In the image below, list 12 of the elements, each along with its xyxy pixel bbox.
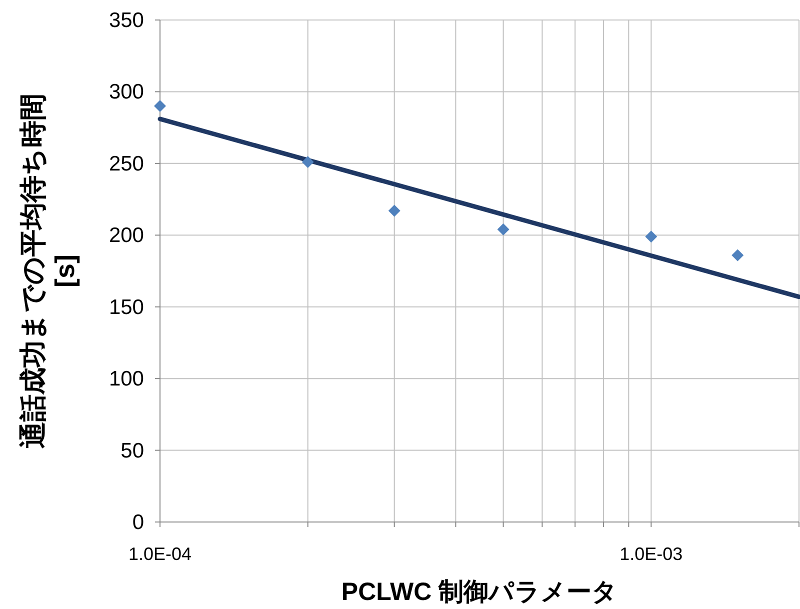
y-tick-label: 300 bbox=[108, 80, 144, 104]
y-tick-label: 350 bbox=[108, 9, 144, 32]
y-tick-label: 150 bbox=[108, 296, 144, 319]
y-tick-label: 250 bbox=[108, 152, 144, 176]
x-tick-label: 1.0E-04 bbox=[128, 544, 192, 564]
x-axis-title: PCLWC 制御パラメータ bbox=[341, 578, 618, 606]
x-tick-label: 1.0E-03 bbox=[620, 544, 683, 564]
y-axis-title: 通話成功までの平均待ち時間 [s] bbox=[18, 94, 80, 448]
y-tick-label: 50 bbox=[120, 439, 144, 462]
y-tick-label: 0 bbox=[132, 511, 144, 534]
y-tick-label: 200 bbox=[108, 224, 144, 248]
y-tick-label: 100 bbox=[108, 368, 144, 391]
